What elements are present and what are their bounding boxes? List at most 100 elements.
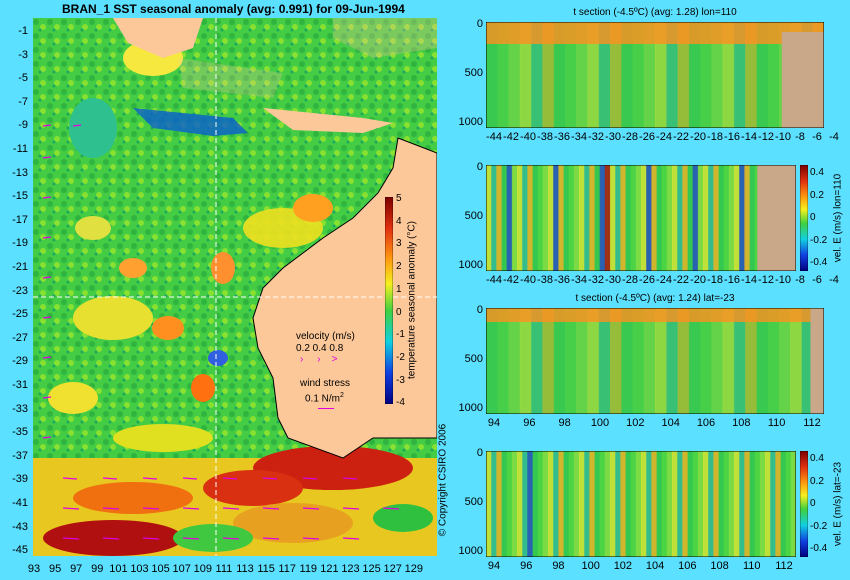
x-tick-label: -24 (656, 131, 672, 143)
x-tick-label: -10 (775, 274, 791, 286)
vel-colorbar-tick: 0.2 (810, 475, 824, 487)
section-column (553, 308, 566, 414)
depth-tick-label: 1000 (458, 116, 483, 128)
section-column (749, 451, 756, 557)
section-column (697, 165, 704, 271)
sst-colorbar-tick: -3 (396, 374, 405, 386)
depth-tick-label: 1000 (458, 545, 483, 557)
sst-colorbar-tick: 5 (396, 193, 402, 204)
vel-colorbar-tick: 0.4 (810, 167, 824, 178)
x-tick-label: -28 (622, 131, 638, 143)
x-tick-label: 104 (661, 417, 680, 429)
section-column (646, 451, 652, 557)
lat-tick-label: -17 (12, 213, 28, 226)
vel-colorbar-tick: 0.2 (810, 189, 824, 201)
lon-tick-label: 95 (48, 563, 62, 575)
section-column (506, 165, 513, 271)
depth-tick-label: 500 (464, 353, 483, 365)
section-column (548, 165, 554, 271)
x-tick-label: -4 (829, 274, 839, 286)
section-column (744, 165, 750, 271)
section-column (604, 451, 611, 557)
sst-colorbar-tick: 4 (396, 215, 402, 227)
x-tick-label: -14 (741, 131, 757, 143)
section-column (584, 451, 590, 557)
depth-tick-label: 0 (476, 161, 483, 173)
x-tick-label: -32 (588, 131, 604, 143)
section-column (496, 165, 502, 271)
section-heatmap-p4[interactable] (486, 451, 796, 557)
section-column (718, 165, 725, 271)
section-column (734, 165, 740, 271)
section-column (587, 308, 600, 414)
section-column (666, 22, 679, 128)
x-tick-label: -10 (775, 131, 791, 143)
vel-colorbar (800, 165, 808, 271)
sst-colorbar-label: temperature seasonal anomaly (°C) (406, 221, 418, 379)
section-column (666, 165, 673, 271)
x-tick-label: -16 (724, 274, 740, 286)
section-column (553, 165, 559, 271)
x-tick-label: 106 (696, 417, 716, 429)
section-column (722, 22, 735, 128)
section-column (666, 308, 679, 414)
sst-colorbar-tick: -2 (396, 351, 405, 363)
section-column (506, 451, 513, 557)
lon-tick-label: 97 (70, 563, 83, 575)
land-mask (781, 32, 824, 128)
section-column (542, 451, 549, 557)
sst-colorbar-tick: 1 (396, 283, 402, 295)
x-tick-label: 106 (678, 560, 697, 572)
section-column (688, 22, 701, 128)
lat-tick-label: -41 (12, 497, 28, 509)
section-column (749, 165, 756, 271)
section-column (522, 451, 528, 557)
section-column (661, 451, 668, 557)
section-column (564, 308, 577, 414)
lon-tick-label: 99 (91, 563, 104, 575)
section-column (563, 165, 570, 271)
x-tick-label: 110 (742, 560, 761, 572)
lat-tick-label: -19 (12, 237, 28, 250)
section-column (604, 165, 611, 271)
lon-tick-label: 127 (383, 563, 402, 575)
section-column (790, 308, 802, 414)
lon-tick-label: 105 (151, 563, 170, 575)
section-column (496, 451, 502, 557)
x-tick-label: 98 (558, 417, 571, 429)
wind-legend-arrow (318, 408, 334, 409)
section-column (713, 451, 719, 557)
section-column (486, 308, 498, 414)
section-column (630, 451, 637, 557)
section-column (508, 308, 521, 414)
section-column (517, 165, 523, 271)
vel-colorbar-tick: 0.4 (810, 453, 824, 464)
x-tick-label: 112 (803, 417, 821, 429)
section-column (589, 451, 595, 557)
section-column (568, 451, 575, 557)
surface-band (486, 308, 824, 322)
section-heatmap-p1[interactable] (486, 22, 824, 128)
vel-colorbar-tick: -0.4 (810, 543, 828, 554)
section-column (501, 165, 508, 271)
main-map[interactable] (33, 18, 437, 556)
section-column (745, 22, 757, 128)
x-tick-label: -30 (605, 274, 621, 286)
x-tick-label: -6 (812, 274, 822, 286)
section-column (739, 165, 745, 271)
depth-tick-label: 0 (476, 18, 483, 30)
section-column (651, 165, 657, 271)
lat-tick-label: -13 (12, 166, 28, 179)
section-heatmap-p3[interactable] (486, 308, 824, 414)
x-tick-label: 102 (613, 560, 633, 572)
lat-tick-label: -5 (18, 72, 28, 85)
lon-tick-label: 103 (130, 563, 149, 575)
section-heatmap-p2[interactable] (486, 165, 796, 271)
sst-colorbar-tick: 0 (396, 306, 402, 318)
x-tick-label: 112 (775, 560, 793, 572)
x-tick-label: -20 (690, 131, 706, 143)
section-column (532, 451, 539, 557)
section-column (610, 451, 616, 557)
x-tick-label: 104 (645, 560, 665, 572)
wind-legend-value: 0.1 N/m2 (305, 392, 344, 404)
